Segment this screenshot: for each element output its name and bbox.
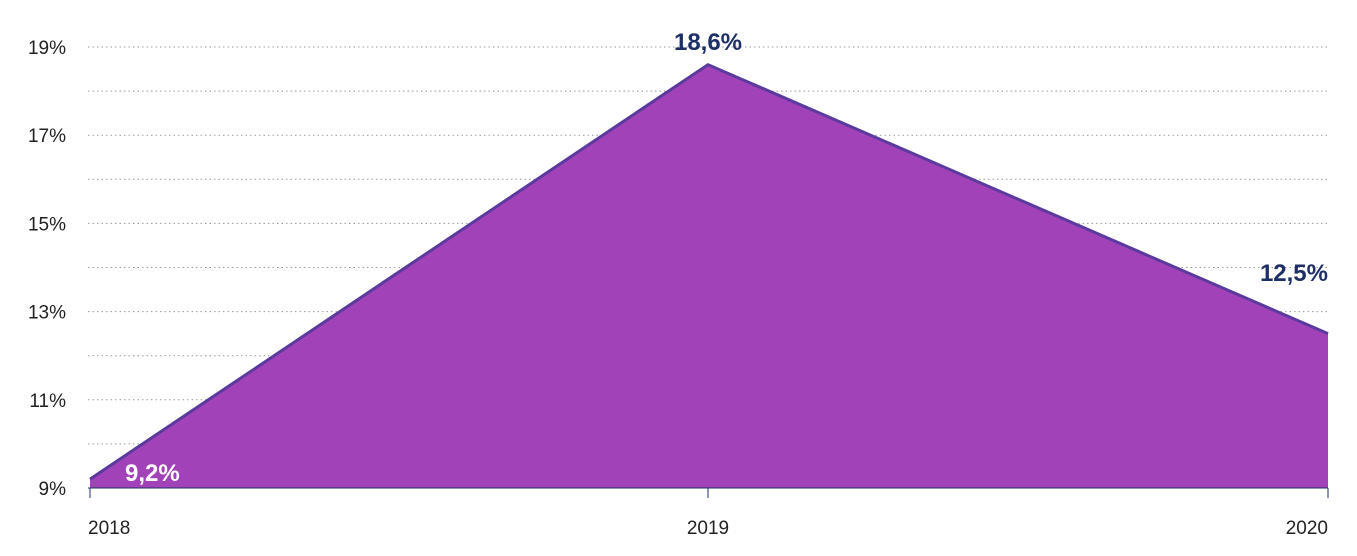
area-fill [90,64,1328,488]
data-labels: 9,2% 18,6% 12,5% [125,29,1328,487]
data-label-2019: 18,6% [674,29,742,56]
data-label-2020: 12,5% [1260,260,1328,287]
x-tick-label: 2018 [88,518,130,539]
series-line [89,62,1329,481]
y-tick-label: 11% [29,391,66,412]
y-tick-label: 9% [39,479,67,500]
y-axis-labels: 9% 11% 13% 15% 17% 19% [28,38,66,500]
x-tick-label: 2020 [1286,518,1328,539]
area-series [89,62,1329,488]
y-tick-label: 13% [28,303,66,324]
data-label-2018: 9,2% [125,460,180,487]
x-tick-label: 2019 [687,518,729,539]
y-tick-label: 19% [28,38,66,59]
x-axis [88,487,1329,498]
y-tick-label: 15% [28,214,66,235]
y-tick-label: 17% [28,126,66,147]
x-axis-labels: 2018 2019 2020 [88,518,1328,539]
